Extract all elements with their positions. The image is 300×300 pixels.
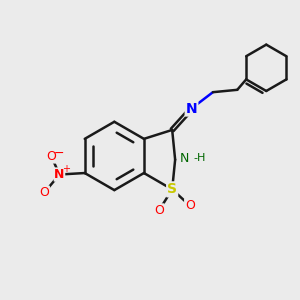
- Text: N: N: [186, 101, 197, 116]
- Text: N: N: [180, 152, 189, 165]
- Text: S: S: [167, 182, 177, 197]
- Text: O: O: [39, 186, 49, 200]
- Text: +: +: [62, 164, 70, 174]
- Text: -H: -H: [193, 153, 206, 163]
- Text: O: O: [185, 199, 195, 212]
- Text: N: N: [54, 168, 65, 181]
- Text: O: O: [46, 150, 56, 163]
- Text: −: −: [53, 147, 64, 160]
- Text: O: O: [154, 204, 164, 217]
